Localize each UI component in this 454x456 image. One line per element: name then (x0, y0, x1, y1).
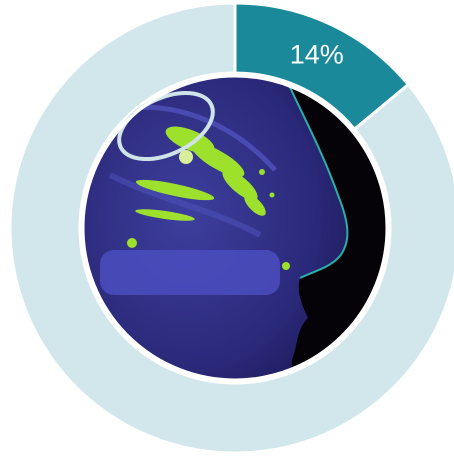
donut-slices (8, 1, 454, 455)
nasal-cavity-fluorescence-image (83, 76, 387, 380)
donut-slice-1 (8, 1, 454, 455)
slice-labels: 14% (290, 39, 344, 69)
slice-label-0: 14% (290, 39, 344, 69)
center-image-border (81, 74, 389, 382)
